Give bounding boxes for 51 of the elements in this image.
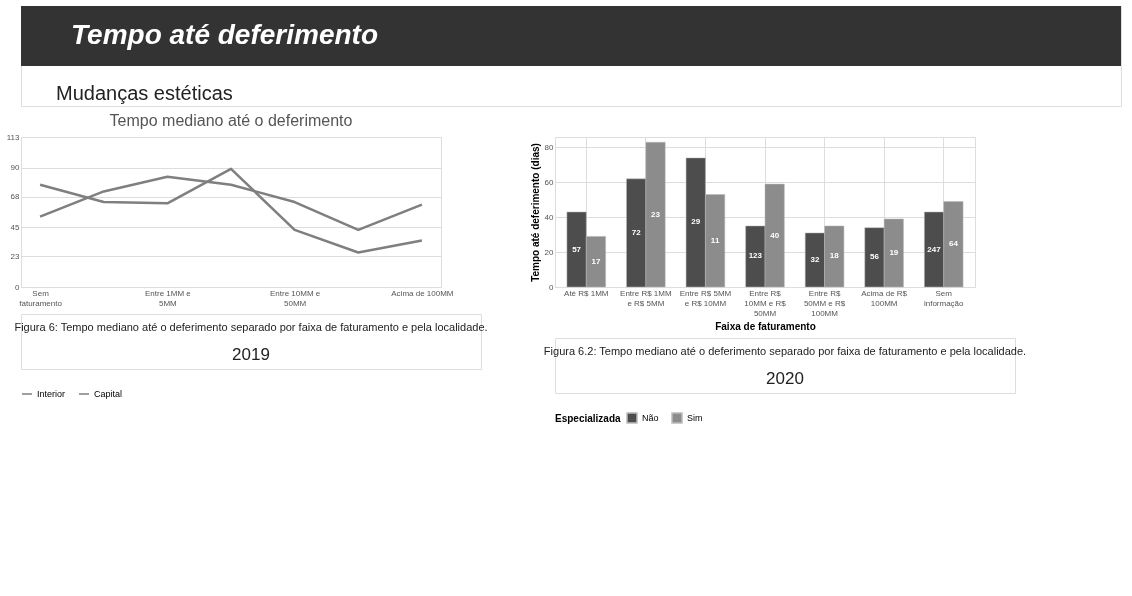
y-tick-label: 113 bbox=[6, 132, 21, 142]
text: Mudanças estéticas bbox=[56, 82, 233, 104]
text: Tempo até deferimento bbox=[71, 19, 379, 50]
x-tick-label: Acima de R$ 100MM bbox=[861, 288, 908, 308]
annotation: 18 bbox=[829, 251, 840, 261]
y-tick-label: 0 bbox=[15, 282, 21, 292]
legend-label: Capital bbox=[94, 389, 123, 399]
y-tick-label: 68 bbox=[10, 192, 21, 202]
annotation: 32 bbox=[810, 254, 820, 264]
annotation: 247 bbox=[927, 244, 942, 254]
line-series bbox=[38, 167, 424, 254]
x-tick-label: Entre R$ 50MM e R$ 100MM bbox=[803, 288, 846, 318]
annotation: 19 bbox=[889, 247, 899, 257]
annotation: 40 bbox=[770, 230, 780, 240]
x-tick-label: Entre 10MM e 50MM bbox=[270, 288, 321, 308]
annotation: 29 bbox=[691, 217, 701, 227]
y-tick-label: 40 bbox=[544, 212, 555, 222]
annotation: 56 bbox=[870, 252, 880, 262]
text: 2019 bbox=[232, 345, 270, 365]
annotation: 72 bbox=[631, 227, 642, 237]
y-tick-label: 45 bbox=[10, 222, 21, 232]
legend-title: Especializada bbox=[555, 413, 622, 424]
annotation: 17 bbox=[591, 256, 601, 266]
x-tick-label: Até R$ 1MM bbox=[564, 288, 609, 298]
x-tick-label: Entre R$ 1MM e R$ 5MM bbox=[620, 288, 672, 308]
x-axis-title: Faixa de faturamento bbox=[715, 320, 816, 332]
annotation: 57 bbox=[572, 244, 582, 254]
annotation: 123 bbox=[748, 251, 763, 261]
text: Figura 6: Tempo mediano até o deferimento separado por faixa de faturamento e pela localidade. bbox=[14, 320, 488, 333]
legend-label: Sim bbox=[687, 413, 703, 423]
annotation: 11 bbox=[710, 235, 720, 245]
y-axis-title: Tempo até deferimento (dias) bbox=[529, 143, 541, 282]
x-tick-label: Entre R$ 10MM e R$ 50MM bbox=[744, 288, 787, 318]
y-tick-label: 60 bbox=[544, 177, 555, 187]
y-tick-label: 20 bbox=[544, 247, 555, 257]
legend-label: Não bbox=[642, 413, 659, 423]
text: 2020 bbox=[766, 369, 804, 389]
y-tick-label: 23 bbox=[10, 251, 21, 261]
annotation: 64 bbox=[948, 239, 959, 249]
y-tick-label: 90 bbox=[10, 163, 21, 173]
x-tick-label: Entre R$ 5MM e R$ 10MM bbox=[679, 288, 732, 308]
x-tick-label: Sem informação bbox=[923, 288, 965, 308]
legend-label: Interior bbox=[37, 389, 66, 399]
annotation: 23 bbox=[651, 209, 661, 219]
y-tick-label: 0 bbox=[549, 282, 555, 292]
y-tick-label: 80 bbox=[544, 142, 555, 152]
x-tick-label: Entre 1MM e 5MM bbox=[144, 288, 192, 308]
x-tick-label: Acima de 100MM bbox=[391, 288, 454, 298]
chart-title: Tempo mediano até o deferimento bbox=[109, 112, 353, 129]
text: Figura 6.2: Tempo mediano até o deferimento separado por faixa de faturamento e pela localidade. bbox=[543, 344, 1027, 357]
x-tick-label: Sem faturamento bbox=[19, 288, 63, 308]
